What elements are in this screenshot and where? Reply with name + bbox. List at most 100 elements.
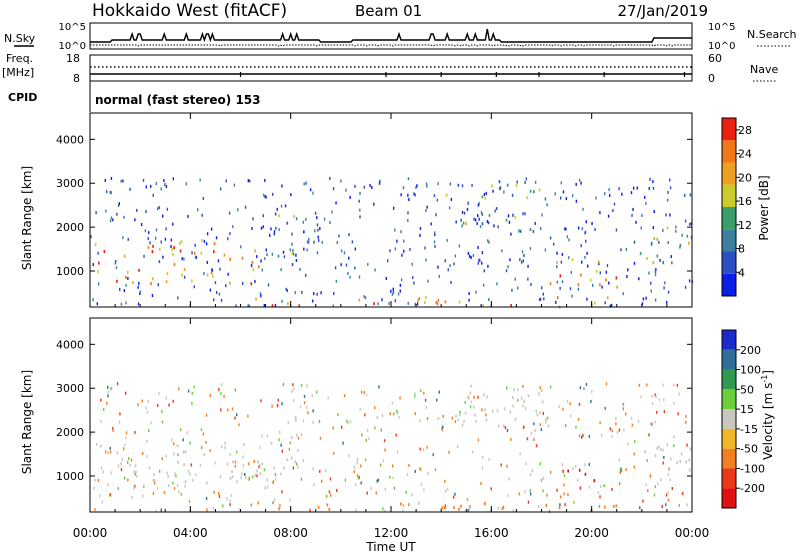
scatter-echo — [153, 481, 156, 485]
velocity-colorbar-label: Velocity [m s-1] — [760, 370, 775, 460]
noise-tick-high-left: 10^5 — [59, 22, 86, 33]
scatter-echo — [662, 383, 664, 387]
scatter-echo — [536, 413, 538, 417]
scatter-echo — [689, 193, 692, 197]
scatter-echo — [611, 429, 613, 433]
scatter-echo — [468, 507, 471, 511]
scatter-echo — [160, 508, 162, 512]
scatter-echo — [637, 419, 640, 423]
scatter-echo — [195, 473, 197, 477]
scatter-echo — [319, 469, 321, 473]
scatter-echo — [200, 428, 203, 432]
scatter-echo — [447, 268, 449, 272]
echo-cell — [523, 399, 525, 403]
scatter-echo — [566, 235, 569, 239]
scatter-echo — [529, 489, 531, 493]
scatter-echo — [100, 419, 102, 423]
scatter-echo — [519, 452, 521, 456]
scatter-echo — [473, 217, 475, 221]
scatter-echo — [414, 394, 416, 398]
echo-cell — [181, 273, 183, 277]
y-tick-label: 4000 — [56, 338, 84, 351]
scatter-echo — [534, 180, 537, 184]
scatter-echo — [497, 506, 500, 510]
scatter-echo — [265, 195, 267, 199]
noise-tick-low-left: 10^0 — [59, 41, 86, 52]
scatter-echo — [147, 237, 149, 241]
scatter-echo — [569, 402, 571, 406]
scatter-echo — [297, 448, 299, 452]
echo-cell — [167, 475, 169, 479]
scatter-echo — [146, 439, 148, 443]
scatter-echo — [420, 482, 423, 486]
scatter-echo — [684, 219, 687, 223]
scatter-echo — [424, 398, 427, 402]
echo-cell — [671, 261, 673, 265]
scatter-echo — [426, 205, 428, 209]
scatter-echo — [419, 467, 421, 471]
scatter-echo — [114, 261, 117, 265]
scatter-echo — [105, 209, 107, 213]
scatter-echo — [276, 404, 279, 408]
scatter-echo — [312, 467, 314, 471]
scatter-echo — [374, 268, 376, 272]
scatter-echo — [338, 234, 340, 238]
scatter-echo — [474, 218, 477, 222]
echo-cell — [437, 416, 440, 420]
scatter-echo — [668, 467, 670, 471]
scatter-echo — [390, 289, 392, 293]
scatter-echo — [333, 451, 335, 455]
scatter-echo — [529, 247, 532, 251]
scatter-echo — [622, 407, 624, 411]
scatter-echo — [243, 442, 245, 446]
scatter-echo — [448, 206, 451, 210]
scatter-echo — [677, 412, 679, 416]
scatter-echo — [227, 237, 229, 241]
scatter-echo — [312, 420, 314, 424]
scatter-echo — [580, 181, 582, 185]
colorbar-segment — [722, 184, 736, 207]
freq-label: Freq. — [6, 52, 33, 65]
scatter-echo — [142, 178, 145, 182]
scatter-echo — [468, 298, 470, 302]
colorbar-segment — [722, 273, 736, 296]
scatter-echo — [109, 219, 112, 223]
scatter-echo — [519, 258, 521, 262]
scatter-echo — [649, 177, 651, 181]
scatter-echo — [438, 390, 440, 394]
echo-cell — [486, 395, 488, 399]
echo-cell — [688, 468, 691, 472]
echo-cell — [615, 276, 618, 280]
echo-cell — [158, 247, 161, 251]
scatter-echo — [645, 201, 647, 205]
scatter-echo — [125, 301, 127, 305]
scatter-echo — [511, 288, 513, 292]
scatter-echo — [366, 491, 368, 495]
power-y-axis: 1000 2000 3000 4000 — [56, 133, 692, 278]
echo-cell — [210, 271, 213, 275]
power-panel-frame — [89, 112, 693, 308]
scatter-echo — [295, 258, 298, 262]
echo-cell — [226, 462, 229, 466]
scatter-echo — [403, 249, 405, 253]
scatter-echo — [363, 391, 365, 395]
scatter-echo — [482, 283, 485, 287]
scatter-echo — [150, 184, 152, 188]
scatter-echo — [225, 179, 227, 183]
scatter-echo — [512, 404, 514, 408]
scatter-echo — [565, 197, 568, 201]
colorbar-segment — [722, 330, 736, 350]
scatter-echo — [483, 193, 486, 197]
scatter-echo — [247, 304, 249, 308]
echo-cell — [556, 296, 559, 300]
scatter-echo — [160, 187, 162, 191]
colorbar-segment — [722, 448, 736, 469]
scatter-echo — [425, 405, 428, 409]
scatter-echo — [116, 212, 118, 216]
scatter-echo — [487, 239, 489, 243]
scatter-echo — [329, 176, 331, 180]
echo-cell — [660, 478, 662, 482]
echo-cell — [679, 459, 682, 463]
scatter-echo — [177, 296, 179, 300]
scatter-echo — [152, 193, 154, 197]
